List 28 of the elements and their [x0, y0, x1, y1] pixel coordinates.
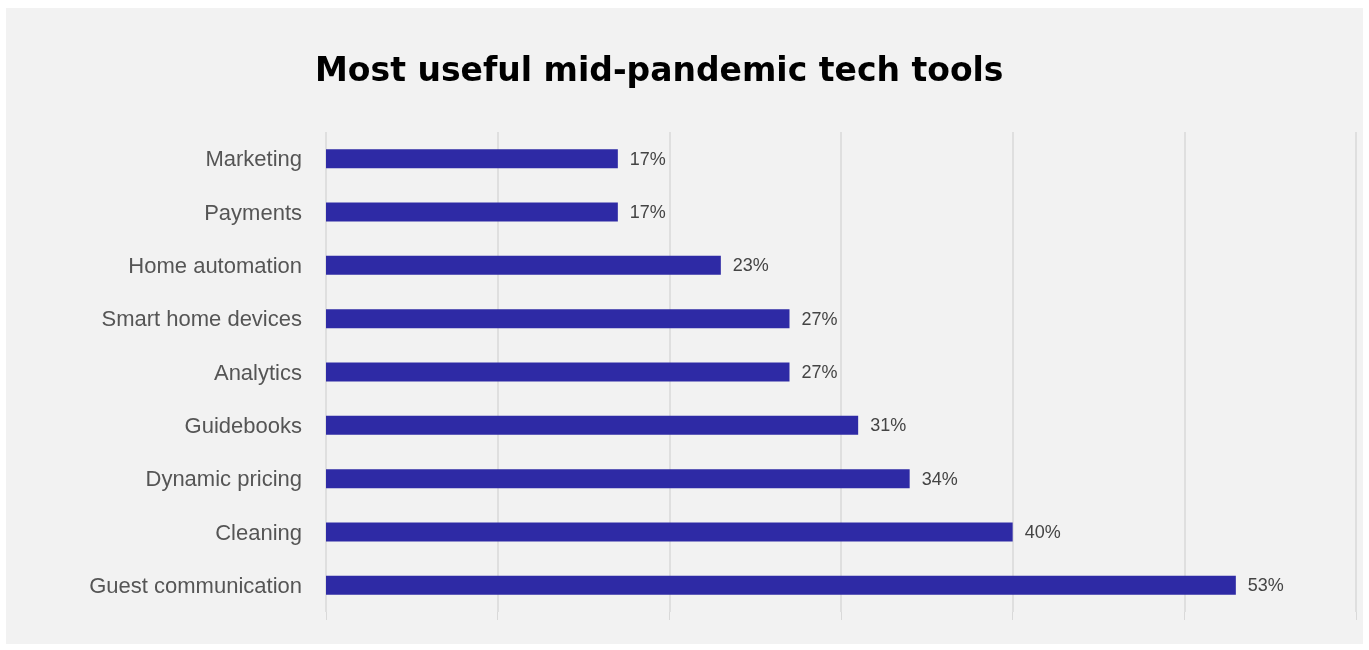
- y-tick-label: Home automation: [128, 252, 302, 278]
- y-tick-label: Dynamic pricing: [145, 466, 302, 492]
- data-label: 27%: [801, 308, 838, 329]
- data-label: 27%: [801, 362, 838, 382]
- data-label: 31%: [870, 415, 907, 436]
- bar: [326, 469, 910, 489]
- bar: [326, 575, 1236, 595]
- data-label: 53%: [1247, 575, 1284, 596]
- y-tick-label: Payments: [204, 199, 302, 225]
- y-tick-label: Cleaning: [215, 519, 302, 545]
- data-label: 40%: [1024, 522, 1061, 542]
- data-label: 34%: [921, 468, 958, 489]
- y-tick-label: Marketing: [205, 146, 302, 172]
- bar: [326, 522, 1013, 542]
- y-tick-label: Guidebooks: [184, 412, 302, 438]
- bar: [326, 415, 859, 435]
- data-label: 17%: [629, 148, 666, 169]
- bar: [326, 202, 618, 222]
- y-tick-label: Analytics: [213, 359, 302, 385]
- data-label: 17%: [629, 202, 666, 222]
- y-tick-label: Smart home devices: [101, 306, 302, 332]
- bar: [326, 255, 721, 275]
- bar: [326, 362, 790, 382]
- bar: [326, 149, 618, 169]
- y-tick-label: Guest communication: [89, 572, 302, 598]
- chart-title: Most useful mid-pandemic tech tools: [315, 50, 1004, 89]
- bar: [326, 309, 790, 329]
- data-label: 23%: [732, 255, 769, 276]
